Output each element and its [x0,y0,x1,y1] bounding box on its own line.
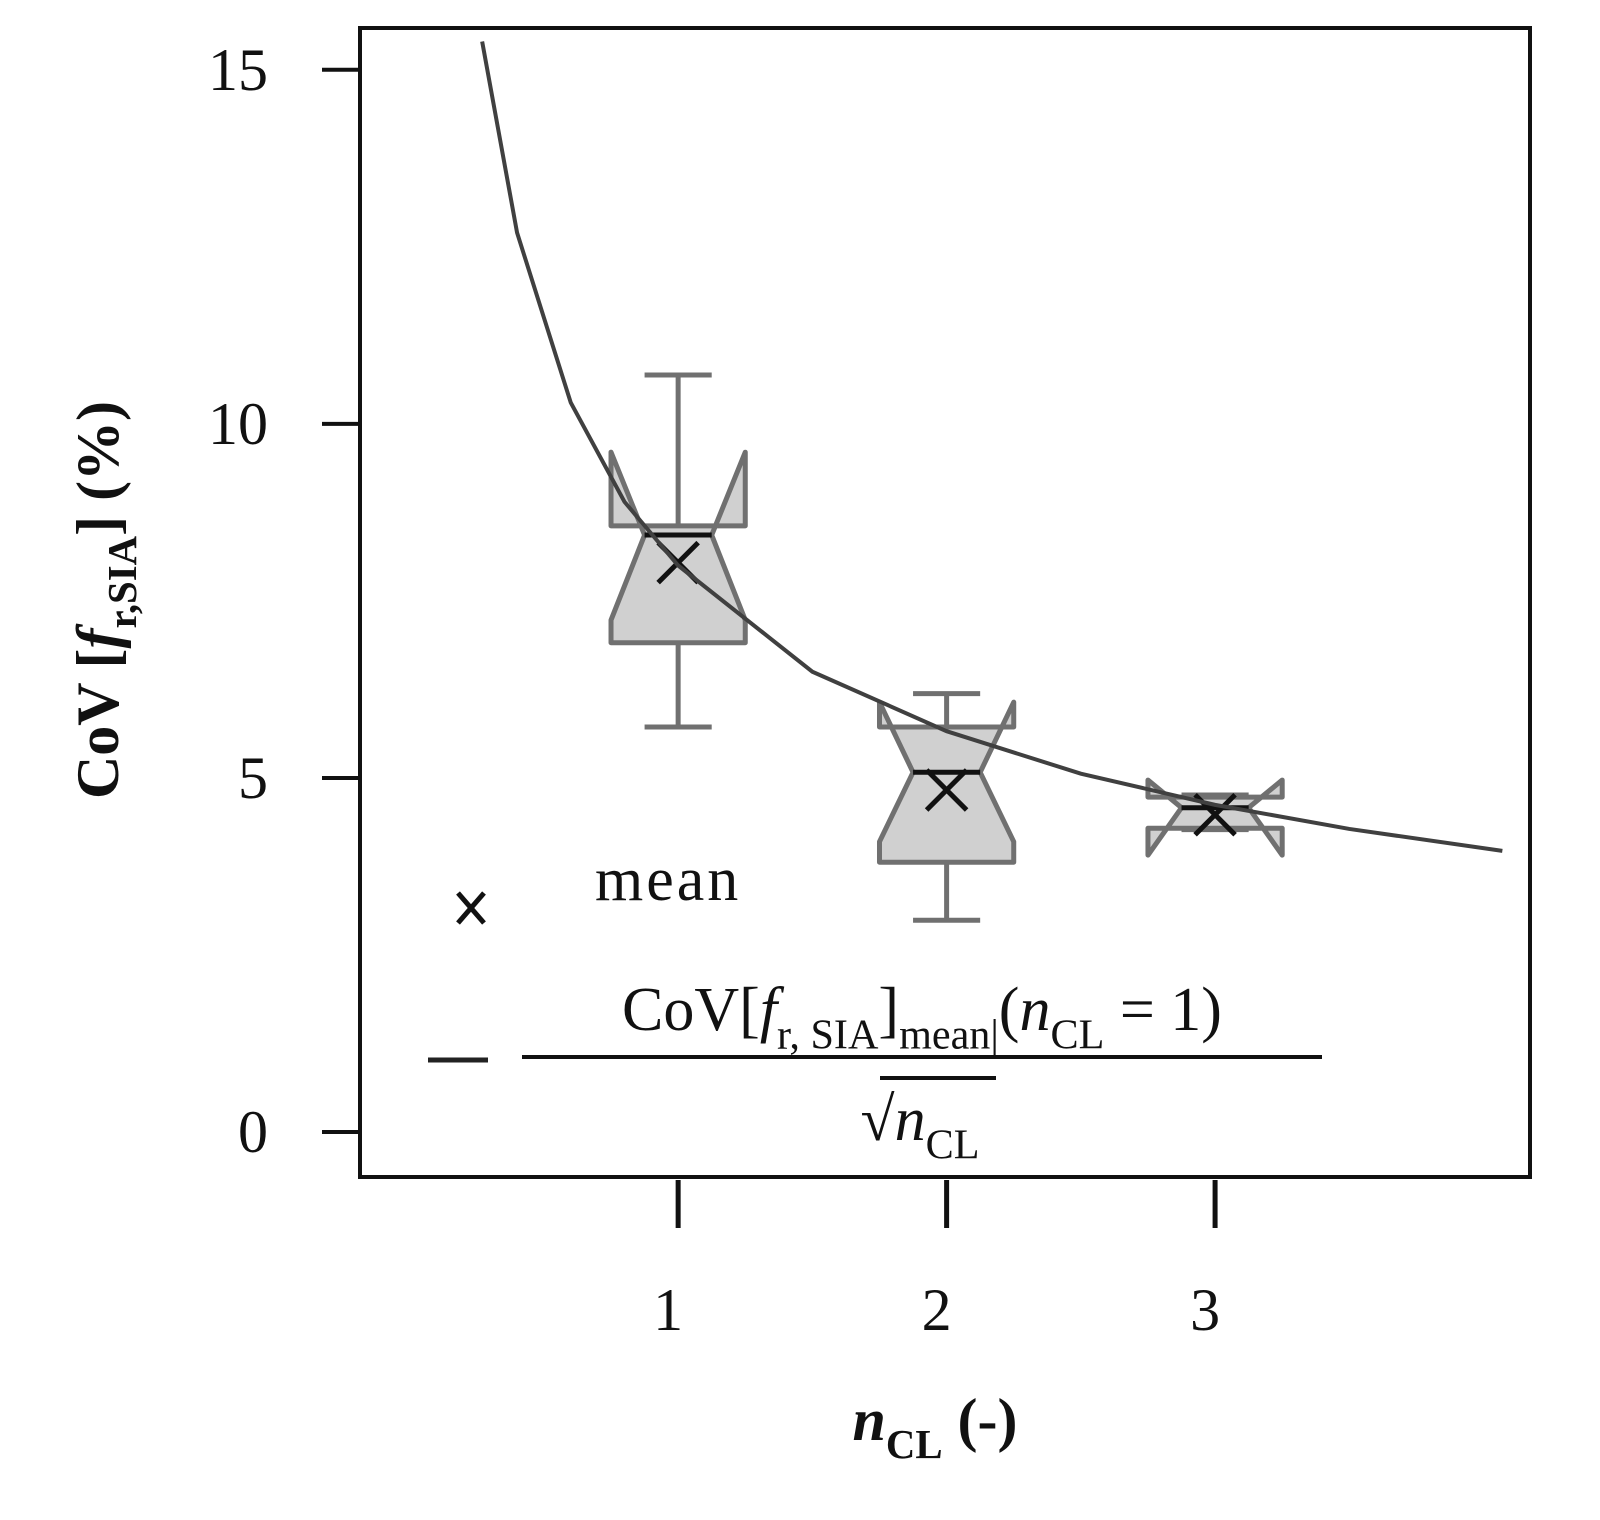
text-part: √ [861,1086,895,1154]
text-part: n [1019,976,1050,1044]
legend-formula-numerator: CoV[fr, SIA]mean|(nCL = 1) [622,976,1222,1059]
text-part: n [895,1086,926,1154]
text-part: r, SIA [777,1012,879,1059]
x-tick-label: 3 [1190,1277,1220,1343]
x-tick-label: 2 [922,1277,952,1343]
text-part: CL [1050,1012,1104,1059]
text-part: r,SIA [100,535,145,628]
y-axis-label: CoV [fr,SIA] (%) [65,401,145,799]
text-part: CoV[ [622,976,760,1044]
legend-mean-marker [456,891,486,925]
text-part: CL [886,1422,943,1467]
text-part: n [852,1387,885,1453]
reference-curve [480,41,1503,853]
y-tick-label: 0 [238,1099,268,1165]
text-part: = 1) [1104,976,1222,1044]
x-axis-label: nCL (-) [852,1387,1017,1467]
plot-frame [358,26,1532,1179]
text-part: ] (%) [65,401,131,536]
box [608,449,748,646]
legend-mean-label: mean [595,846,741,914]
x-tick-label: 1 [653,1277,683,1343]
text-part: ] [878,976,899,1044]
legend-formula-denominator: √nCL [861,1086,980,1169]
text-part: CoV [ [65,648,131,799]
y-tick-label: 15 [208,37,268,103]
y-tick-label: 10 [208,391,268,457]
mean-marker [924,768,969,812]
text-part: ( [999,976,1020,1044]
text-part: (-) [943,1387,1018,1453]
box [876,699,1017,865]
text-part: CL [926,1122,980,1169]
text-part: mean| [899,1012,999,1059]
y-tick-label: 5 [238,745,268,811]
